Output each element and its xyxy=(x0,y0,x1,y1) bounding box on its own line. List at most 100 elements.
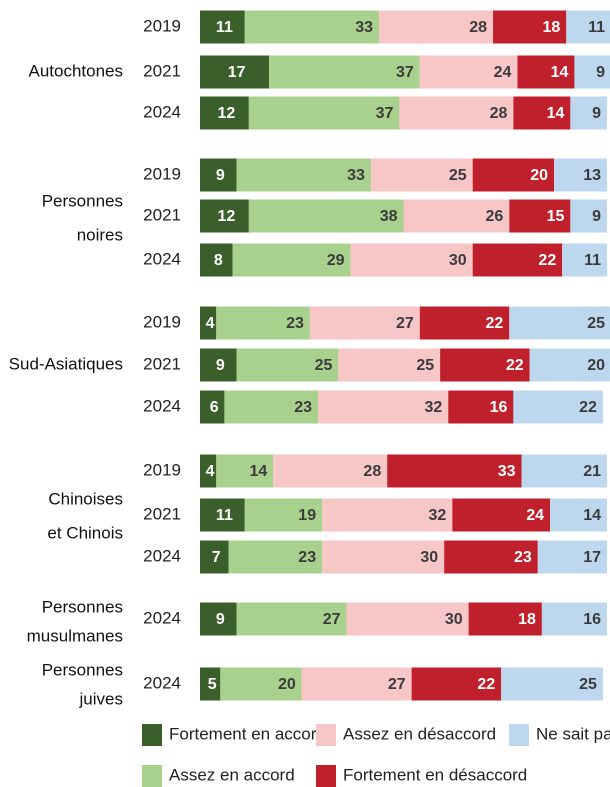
bar-segment xyxy=(318,390,449,424)
data-label: 7 xyxy=(212,549,221,566)
group-label: noires xyxy=(77,225,123,244)
legend-swatch xyxy=(316,765,336,787)
data-label: 14 xyxy=(551,64,569,81)
data-label: 20 xyxy=(530,167,548,184)
bar-segment xyxy=(350,243,473,277)
bar-segment xyxy=(493,10,567,44)
data-label: 12 xyxy=(218,208,236,225)
data-label: 22 xyxy=(538,252,556,269)
year-label: 2024 xyxy=(143,396,181,415)
year-label: 2024 xyxy=(143,673,181,692)
bar-segment xyxy=(322,498,453,532)
bar-segment xyxy=(570,199,607,233)
data-label: 22 xyxy=(486,315,504,332)
year-label: 2019 xyxy=(143,16,181,35)
bar-segment xyxy=(521,454,607,488)
data-label: 6 xyxy=(210,399,219,416)
bar-segment xyxy=(452,498,551,532)
bar-segment xyxy=(216,306,310,340)
data-label: 38 xyxy=(380,208,398,225)
group-label: Personnes xyxy=(42,660,123,679)
data-label: 22 xyxy=(506,357,524,374)
bar-segment xyxy=(232,243,351,277)
data-label: 22 xyxy=(477,676,495,693)
bar-segment xyxy=(322,540,445,574)
data-label: 8 xyxy=(214,252,223,269)
bar-segment xyxy=(200,348,237,382)
data-label: 18 xyxy=(543,19,561,36)
bar-segment xyxy=(440,348,530,382)
bar-segment xyxy=(550,498,607,532)
bar-segment xyxy=(379,10,494,44)
bar-segment xyxy=(228,540,323,574)
bar-segment xyxy=(574,55,610,89)
bar-segment xyxy=(301,667,412,701)
bar-segment xyxy=(537,540,607,574)
data-label: 32 xyxy=(429,507,447,524)
data-label: 11 xyxy=(584,252,601,269)
data-label: 27 xyxy=(323,611,341,628)
bar-segment xyxy=(419,306,510,340)
data-label: 23 xyxy=(294,399,312,416)
data-label: 26 xyxy=(486,208,504,225)
data-label: 9 xyxy=(216,167,225,184)
data-label: 11 xyxy=(216,507,233,524)
data-label: 20 xyxy=(587,357,605,374)
bar-segment xyxy=(216,454,274,488)
data-label: 11 xyxy=(588,19,605,36)
data-label: 37 xyxy=(396,64,414,81)
bar-segment xyxy=(517,55,575,89)
bar-segment xyxy=(224,390,319,424)
bar-segment xyxy=(472,158,555,192)
data-label: 33 xyxy=(498,463,516,480)
bar-segment xyxy=(200,199,249,233)
data-label: 9 xyxy=(592,105,601,122)
bar-segment xyxy=(570,96,607,130)
data-label: 28 xyxy=(363,463,381,480)
bar-segment xyxy=(399,96,514,130)
bar-segment xyxy=(387,454,522,488)
data-label: 9 xyxy=(216,611,225,628)
group-label: juives xyxy=(79,689,123,708)
data-label: 23 xyxy=(298,549,316,566)
data-label: 13 xyxy=(583,167,601,184)
bar-segment xyxy=(370,158,473,192)
legend-swatch xyxy=(316,724,336,746)
group-label: Autochtones xyxy=(28,61,123,80)
data-label: 29 xyxy=(327,252,345,269)
bar-segment xyxy=(248,199,404,233)
data-label: 33 xyxy=(355,19,373,36)
group-label: Personnes xyxy=(42,191,123,210)
data-label: 14 xyxy=(547,105,565,122)
bar-segment xyxy=(200,243,233,277)
data-label: 17 xyxy=(583,549,601,566)
bar-segment xyxy=(236,348,339,382)
year-label: 2019 xyxy=(143,312,181,331)
data-label: 18 xyxy=(518,611,536,628)
data-label: 24 xyxy=(494,64,512,81)
bar-segment xyxy=(501,667,603,701)
bar-segment xyxy=(200,602,237,636)
year-label: 2024 xyxy=(143,102,181,121)
bar-segment xyxy=(541,602,607,636)
data-label: 30 xyxy=(420,549,438,566)
bar-segment xyxy=(411,667,502,701)
year-label: 2021 xyxy=(143,354,181,373)
bar-segment xyxy=(220,667,302,701)
legend-label: Fortement en désaccord xyxy=(343,765,527,784)
bar-segment xyxy=(513,390,603,424)
bar-segment xyxy=(419,55,518,89)
bar-segment xyxy=(200,10,245,44)
bar-segment xyxy=(200,454,217,488)
bar-segment xyxy=(566,10,610,44)
bar-segment xyxy=(562,243,607,277)
bar-segment xyxy=(472,243,563,277)
data-label: 21 xyxy=(583,463,601,480)
year-label: 2021 xyxy=(143,61,181,80)
data-label: 9 xyxy=(216,357,225,374)
data-label: 5 xyxy=(208,676,217,693)
bar-segment xyxy=(236,602,347,636)
bar-segment xyxy=(509,306,610,340)
data-label: 11 xyxy=(216,19,233,36)
data-label: 4 xyxy=(206,463,215,480)
